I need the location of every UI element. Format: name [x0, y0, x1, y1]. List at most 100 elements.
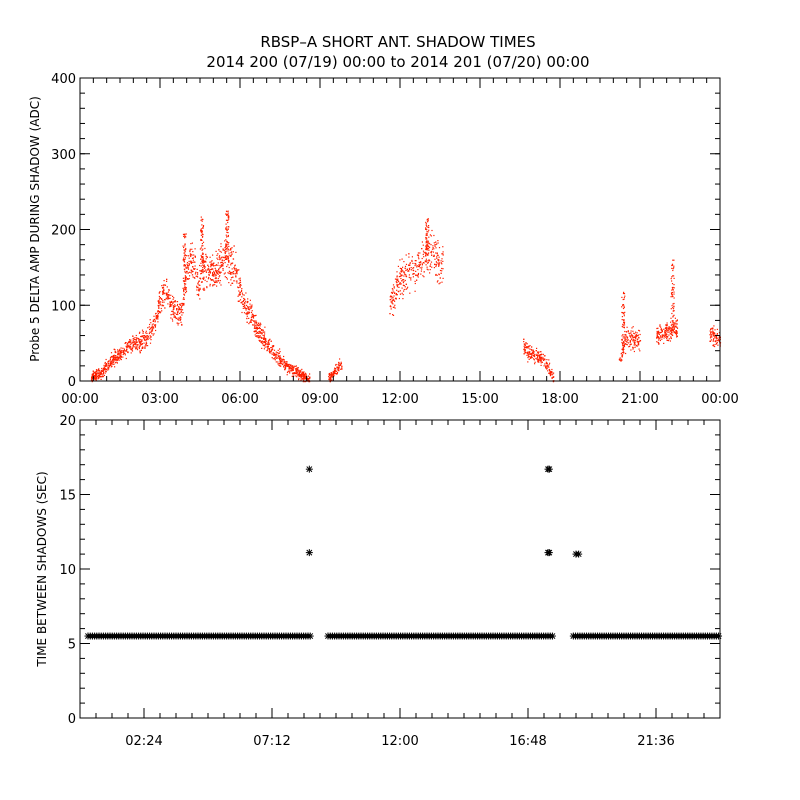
- delta-amp-point: [224, 251, 226, 254]
- delta-amp-spike-point: [425, 236, 427, 239]
- delta-amp-point: [664, 334, 666, 336]
- delta-amp-point: [164, 284, 166, 286]
- delta-amp-points: [90, 210, 722, 383]
- delta-amp-point: [92, 375, 94, 377]
- delta-amp-point: [637, 343, 639, 345]
- delta-amp-point: [208, 272, 210, 274]
- delta-amp-point: [112, 363, 114, 365]
- delta-amp-point: [301, 371, 303, 373]
- delta-amp-spike-point: [202, 267, 204, 269]
- delta-amp-spike-point: [623, 297, 625, 299]
- time-between-baseline-point: [548, 632, 556, 640]
- delta-amp-point: [233, 273, 235, 275]
- delta-amp-point: [540, 362, 542, 364]
- delta-amp-point: [268, 343, 270, 345]
- delta-amp-point: [638, 348, 640, 350]
- delta-amp-point: [298, 375, 300, 377]
- delta-amp-point: [626, 340, 628, 342]
- delta-amp-point: [231, 282, 234, 284]
- delta-amp-point: [395, 281, 397, 283]
- delta-amp-point: [538, 358, 540, 360]
- delta-amp-point: [408, 274, 410, 276]
- delta-amp-point: [416, 265, 418, 267]
- delta-amp-spike-point: [226, 229, 228, 231]
- delta-amp-point: [532, 350, 534, 352]
- delta-amp-point: [224, 262, 226, 264]
- delta-amp-point: [435, 241, 437, 243]
- delta-amp-point: [158, 299, 160, 302]
- delta-amp-spike-point: [624, 330, 626, 333]
- delta-amp-point: [144, 347, 146, 349]
- delta-amp-spike-point: [201, 260, 203, 262]
- delta-amp-point: [536, 347, 538, 349]
- delta-amp-spike-point: [202, 225, 205, 227]
- delta-amp-spike-point: [199, 248, 201, 250]
- delta-amp-point: [307, 379, 309, 381]
- delta-amp-point: [167, 291, 170, 293]
- delta-amp-point: [659, 325, 661, 327]
- delta-amp-spike-point: [226, 214, 228, 216]
- delta-amp-point: [664, 327, 666, 329]
- delta-amp-spike-point: [202, 227, 204, 229]
- delta-amp-point: [712, 335, 715, 337]
- delta-amp-point: [435, 247, 437, 249]
- delta-amp-point: [117, 351, 119, 353]
- delta-amp-point: [411, 256, 413, 258]
- delta-amp-point: [299, 374, 301, 376]
- delta-amp-point: [404, 273, 406, 275]
- delta-amp-point: [194, 277, 196, 279]
- delta-amp-point: [659, 339, 661, 342]
- delta-amp-point: [282, 362, 284, 364]
- delta-amp-spike-point: [425, 242, 427, 244]
- delta-amp-point: [397, 278, 399, 280]
- delta-amp-point: [110, 352, 113, 354]
- delta-amp-point: [442, 277, 444, 279]
- delta-amp-point: [713, 338, 715, 340]
- delta-amp-point: [263, 341, 265, 343]
- delta-amp-point: [430, 261, 433, 263]
- delta-amp-point: [222, 268, 224, 270]
- x-tick-label: 16:48: [509, 734, 546, 749]
- delta-amp-point: [534, 356, 536, 358]
- delta-amp-point: [434, 244, 436, 246]
- delta-amp-point: [668, 331, 670, 333]
- delta-amp-point: [100, 378, 102, 380]
- delta-amp-spike-point: [622, 326, 624, 328]
- delta-amp-spike-point: [672, 315, 674, 317]
- delta-amp-point: [188, 257, 190, 259]
- delta-amp-point: [250, 320, 252, 322]
- delta-amp-point: [438, 256, 440, 258]
- delta-amp-point: [100, 376, 102, 378]
- delta-amp-point: [402, 266, 404, 268]
- delta-amp-point: [402, 282, 404, 284]
- delta-amp-point: [709, 334, 711, 336]
- delta-amp-point: [286, 374, 288, 376]
- delta-amp-point: [269, 338, 271, 340]
- delta-amp-point: [224, 272, 226, 274]
- delta-amp-point: [144, 335, 146, 338]
- delta-amp-spike-point: [200, 239, 202, 241]
- delta-amp-spike-point: [425, 252, 427, 254]
- delta-amp-point: [95, 373, 98, 375]
- delta-amp-spike-point: [427, 226, 429, 228]
- delta-amp-point: [209, 261, 211, 263]
- delta-amp-point: [99, 371, 101, 373]
- delta-amp-point: [110, 362, 112, 364]
- delta-amp-point: [190, 272, 192, 274]
- delta-amp-point: [272, 354, 275, 356]
- delta-amp-spike-point: [426, 229, 428, 231]
- delta-amp-point: [658, 332, 660, 334]
- delta-amp-point: [625, 352, 627, 355]
- delta-amp-spike-point: [427, 253, 429, 255]
- delta-amp-point: [224, 252, 226, 255]
- delta-amp-point: [132, 338, 134, 340]
- delta-amp-point: [264, 342, 266, 344]
- delta-amp-point: [630, 330, 632, 332]
- delta-amp-point: [531, 346, 533, 348]
- delta-amp-point: [337, 367, 339, 369]
- delta-amp-point: [295, 371, 297, 373]
- delta-amp-spike-point: [671, 296, 673, 298]
- delta-amp-point: [220, 271, 222, 273]
- delta-amp-spike-point: [200, 229, 202, 231]
- delta-amp-point: [301, 378, 303, 380]
